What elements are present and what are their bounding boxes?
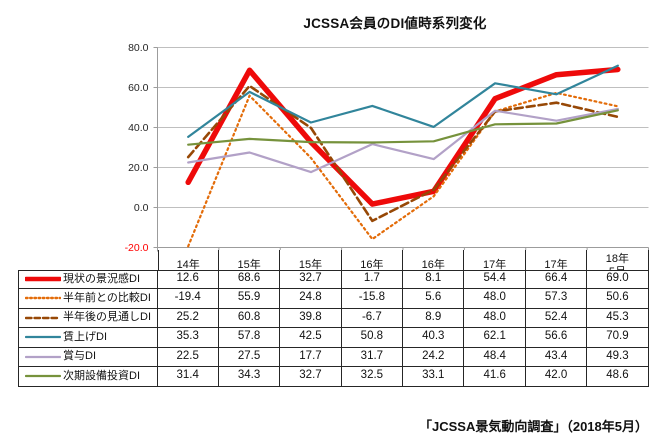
- value-cell: 5.6: [403, 289, 465, 309]
- value-cell: 24.8: [280, 289, 342, 309]
- value-cell: -19.4: [157, 289, 219, 309]
- value-cell: 66.4: [525, 269, 588, 289]
- value-cell: 60.8: [218, 308, 281, 328]
- column-header-line: 17年: [544, 259, 568, 272]
- value-cell: 50.8: [341, 328, 404, 348]
- column-header-line: 15年: [237, 259, 261, 272]
- legend-swatch: [25, 375, 61, 378]
- value-cell: 50.6: [587, 289, 649, 309]
- series-line-5: [187, 109, 619, 146]
- y-axis-label: 20.0: [128, 162, 149, 174]
- value-cell: -15.8: [341, 289, 404, 309]
- value-cell: 42.5: [280, 328, 342, 348]
- value-cell: 57.8: [218, 328, 281, 348]
- value-cell: 45.3: [587, 308, 649, 328]
- di-line-chart: 80.0 60.0 40.0 20.0 0.0 -20.0: [125, 42, 649, 254]
- value-cell: 69.0: [587, 269, 649, 289]
- value-cell: 34.3: [218, 367, 281, 387]
- value-cell: 1.7: [341, 269, 404, 289]
- series-name: 賞与DI: [63, 350, 96, 363]
- value-cell: 62.1: [464, 328, 526, 348]
- value-cell: -6.7: [341, 308, 404, 328]
- value-cell: 40.3: [403, 328, 465, 348]
- value-cell: 31.4: [157, 367, 219, 387]
- legend-swatch: [25, 277, 61, 282]
- value-cell: 54.4: [464, 269, 526, 289]
- legend-swatch: [25, 355, 61, 358]
- value-cell: 52.4: [525, 308, 588, 328]
- value-cell: 35.3: [157, 328, 219, 348]
- di-data-table: 14年11月15年5月15年11月16年5月16年11月17年5月17年11月1…: [18, 250, 649, 387]
- column-header-line: 16年: [421, 259, 445, 272]
- series-name: 現状の景況感DI: [63, 272, 140, 285]
- value-cell: 55.9: [218, 289, 281, 309]
- column-header-line: 17年: [483, 259, 507, 272]
- value-cell: 8.9: [403, 308, 465, 328]
- value-cell: 48.0: [464, 308, 526, 328]
- y-axis-label: -20.0: [125, 242, 149, 254]
- value-cell: 32.7: [280, 367, 342, 387]
- series-name: 次期設備投資DI: [63, 369, 140, 382]
- column-header-line: 16年: [360, 259, 384, 272]
- value-cell: 56.6: [525, 328, 588, 348]
- row-label: 賞与DI: [18, 347, 158, 367]
- y-axis-label: 80.0: [128, 42, 149, 54]
- row-label: 現状の景況感DI: [18, 269, 158, 289]
- value-cell: 27.5: [218, 347, 281, 367]
- value-cell: 22.5: [157, 347, 219, 367]
- row-label: 次期設備投資DI: [18, 367, 158, 387]
- value-cell: 70.9: [587, 328, 649, 348]
- row-label: 賃上げDI: [18, 328, 158, 348]
- value-cell: 41.6: [464, 367, 526, 387]
- y-axis-label: 40.0: [128, 122, 149, 134]
- series-line-4: [187, 107, 619, 174]
- value-cell: 48.4: [464, 347, 526, 367]
- value-cell: 8.1: [403, 269, 465, 289]
- value-cell: 48.6: [587, 367, 649, 387]
- value-cell: 57.3: [525, 289, 588, 309]
- series-line-1: [187, 91, 619, 248]
- legend-swatch: [25, 316, 61, 319]
- source-caption: 「JCSSA景気動向調査」（2018年5月）: [419, 419, 648, 434]
- row-label: 半年後の見通しDI: [18, 308, 158, 328]
- value-cell: 49.3: [587, 347, 649, 367]
- value-cell: 43.4: [525, 347, 588, 367]
- series-name: 半年前との比較DI: [63, 291, 151, 304]
- value-cell: 39.8: [280, 308, 342, 328]
- y-axis-label: 60.0: [128, 82, 149, 94]
- value-cell: 48.0: [464, 289, 526, 309]
- series-line-2: [186, 84, 620, 223]
- value-cell: 32.5: [341, 367, 404, 387]
- value-cell: 33.1: [403, 367, 465, 387]
- series-name: 賃上げDI: [63, 330, 107, 343]
- value-cell: 17.7: [280, 347, 342, 367]
- value-cell: 42.0: [525, 367, 588, 387]
- value-cell: 31.7: [341, 347, 404, 367]
- value-cell: 68.6: [218, 269, 281, 289]
- y-axis-label: 0.0: [134, 202, 149, 214]
- value-cell: 12.6: [157, 269, 219, 289]
- chart-title: JCSSA会員のDI値時系列変化: [303, 16, 487, 31]
- value-cell: 24.2: [403, 347, 465, 367]
- series-line-0: [185, 66, 621, 207]
- column-header-line: 18年: [605, 252, 630, 265]
- value-cell: 25.2: [157, 308, 219, 328]
- column-header-line: 15年: [298, 259, 323, 272]
- value-cell: 32.7: [280, 269, 342, 289]
- column-header-line: 14年: [176, 259, 200, 272]
- row-label: 半年前との比較DI: [18, 289, 158, 309]
- legend-swatch: [25, 297, 61, 300]
- series-line-3: [187, 64, 619, 138]
- legend-swatch: [25, 336, 61, 339]
- series-name: 半年後の見通しDI: [63, 311, 151, 324]
